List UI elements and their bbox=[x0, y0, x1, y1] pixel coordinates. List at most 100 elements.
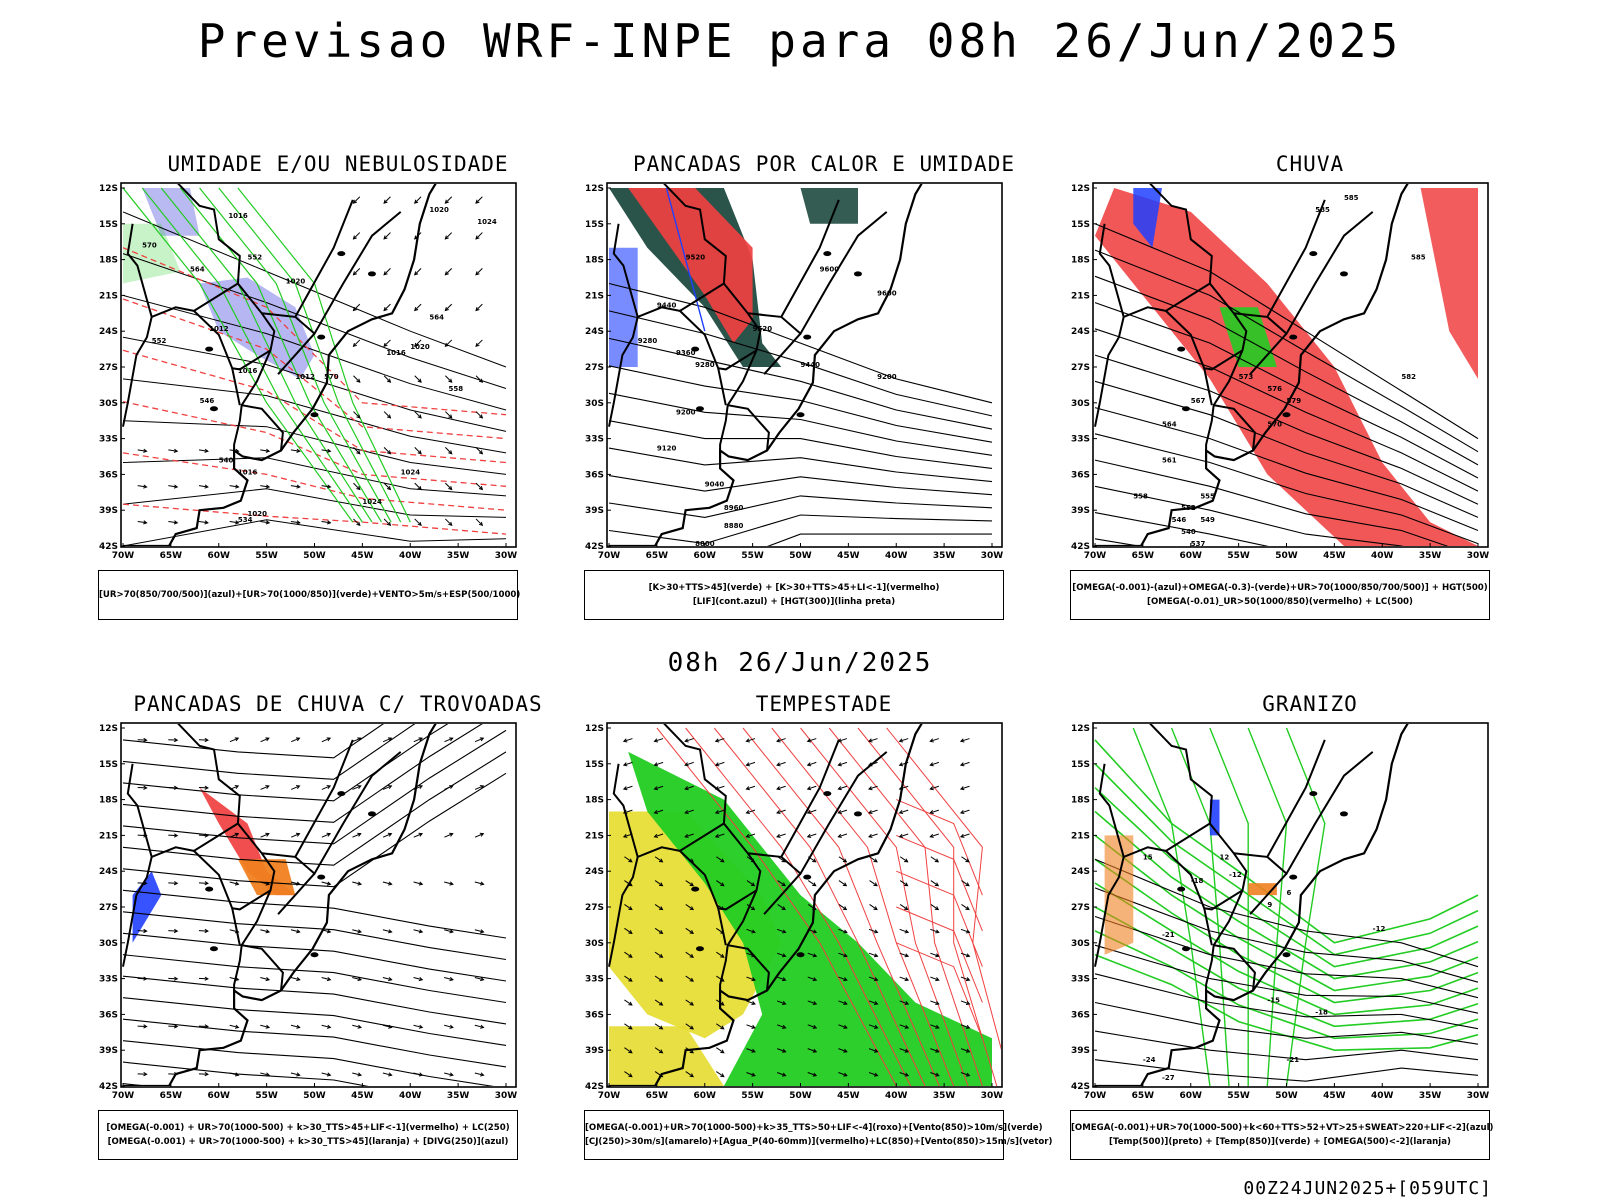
contour-label: 573 bbox=[1239, 373, 1254, 381]
wind-vector-head bbox=[480, 929, 485, 934]
wind-vector-head bbox=[478, 486, 484, 491]
wind-vector bbox=[624, 999, 633, 1006]
lat-tick-label: 18S bbox=[1071, 256, 1090, 266]
wind-vector-head bbox=[622, 738, 628, 743]
contour-line bbox=[719, 404, 770, 451]
wind-vector bbox=[444, 737, 453, 743]
wind-vector bbox=[838, 785, 848, 790]
lon-tick-label: 70W bbox=[598, 551, 621, 561]
wind-vector-head bbox=[806, 810, 812, 815]
wind-vector bbox=[807, 833, 817, 838]
wind-vector-head bbox=[843, 1001, 848, 1006]
wind-vector bbox=[260, 1072, 270, 1076]
contour-line bbox=[1094, 380, 1479, 518]
wind-vector-head bbox=[873, 953, 879, 958]
wind-vector-head bbox=[873, 1048, 879, 1053]
wind-vector-head bbox=[745, 738, 750, 743]
contour-label: 1012 bbox=[295, 373, 315, 381]
wind-vector-head bbox=[843, 1072, 848, 1077]
field-area bbox=[1219, 307, 1277, 367]
wind-vector-head bbox=[904, 1024, 910, 1029]
wind-vector-head bbox=[720, 882, 725, 887]
lat-tick-label: 27S bbox=[585, 363, 604, 373]
wind-vector-head bbox=[622, 833, 628, 838]
wind-vector-head bbox=[904, 929, 910, 934]
wind-vector bbox=[413, 1072, 423, 1076]
lon-tick-label: 30W bbox=[981, 551, 1004, 561]
contour-label: -18 bbox=[1315, 1008, 1328, 1016]
wind-vector bbox=[654, 951, 663, 958]
lon-tick-label: 45W bbox=[837, 1091, 860, 1101]
wind-vector bbox=[776, 761, 786, 766]
contour-line bbox=[1209, 727, 1249, 1086]
lat-tick-label: 30S bbox=[1071, 399, 1090, 409]
wind-vector-head bbox=[352, 235, 357, 240]
wind-vector bbox=[352, 977, 362, 981]
wind-vector-head bbox=[781, 882, 786, 887]
wind-vector-head bbox=[689, 1025, 695, 1030]
wind-vector-head bbox=[265, 976, 271, 982]
wind-vector-head bbox=[965, 1072, 971, 1077]
wind-vector-head bbox=[418, 929, 424, 934]
wind-vector bbox=[383, 232, 391, 240]
wind-vector bbox=[715, 809, 725, 814]
wind-vector bbox=[229, 520, 239, 524]
wind-vector bbox=[382, 1024, 392, 1028]
wind-vector bbox=[838, 976, 848, 981]
contour-line bbox=[1098, 763, 1167, 859]
contour-label: 9520 bbox=[686, 254, 706, 262]
wind-vector-head bbox=[628, 906, 633, 911]
wind-vector bbox=[684, 761, 694, 766]
wind-vector-head bbox=[386, 521, 392, 527]
wind-vector bbox=[838, 809, 848, 814]
wind-vector-head bbox=[357, 881, 363, 886]
contour-label: 6 bbox=[1287, 889, 1292, 897]
wind-vector-head bbox=[842, 858, 848, 863]
wind-vector bbox=[869, 880, 878, 887]
wind-vector bbox=[654, 785, 664, 790]
contour-label: 534 bbox=[238, 516, 253, 524]
wind-vector-head bbox=[143, 520, 148, 525]
wind-vector bbox=[290, 977, 300, 981]
wind-vector-head bbox=[873, 1072, 879, 1077]
map-panel-tempestade: TEMPESTADE 12S 15S 18S 21S 24S 27S 30S 33S 36S 39S… bbox=[584, 692, 1064, 1162]
wind-vector bbox=[445, 339, 453, 347]
contour-line bbox=[1098, 223, 1167, 319]
wind-vector bbox=[868, 976, 878, 981]
lat-tick-label: 24S bbox=[99, 327, 118, 337]
wind-vector bbox=[475, 411, 483, 419]
wind-vector-head bbox=[448, 414, 453, 419]
contour-line bbox=[1132, 727, 1211, 1086]
wind-vector bbox=[445, 446, 453, 455]
wind-vector-head bbox=[296, 976, 301, 982]
wind-vector bbox=[260, 785, 270, 790]
lat-tick-label: 33S bbox=[1071, 975, 1090, 985]
contour-line bbox=[122, 997, 507, 1046]
wind-vector-head bbox=[965, 977, 971, 982]
wind-vector-head bbox=[479, 785, 485, 789]
contour-label: 1024 bbox=[477, 218, 497, 226]
wind-vector-head bbox=[173, 785, 179, 790]
contour-line bbox=[1149, 724, 1248, 946]
wind-vector bbox=[746, 833, 756, 838]
contour-label: 1020 bbox=[429, 206, 449, 214]
wind-vector bbox=[321, 833, 331, 838]
wind-vector bbox=[353, 267, 361, 276]
wind-vector bbox=[624, 1047, 633, 1054]
wind-vector bbox=[382, 881, 392, 885]
contour-line bbox=[294, 199, 354, 318]
wind-vector-head bbox=[751, 1072, 756, 1077]
wind-vector-head bbox=[628, 882, 633, 887]
wind-vector bbox=[321, 977, 331, 981]
wind-vector-head bbox=[745, 810, 750, 815]
contour-label: 558 bbox=[1133, 492, 1148, 500]
wind-vector bbox=[868, 785, 878, 790]
lon-tick-label: 45W bbox=[1323, 551, 1346, 561]
lat-tick-label: 18S bbox=[585, 796, 604, 806]
lat-tick-label: 30S bbox=[585, 399, 604, 409]
lon-tick-label: 50W bbox=[1275, 1091, 1298, 1101]
wind-vector bbox=[229, 737, 239, 743]
wind-vector bbox=[445, 411, 453, 419]
wind-vector-head bbox=[388, 1024, 393, 1029]
wind-vector-head bbox=[689, 977, 695, 982]
